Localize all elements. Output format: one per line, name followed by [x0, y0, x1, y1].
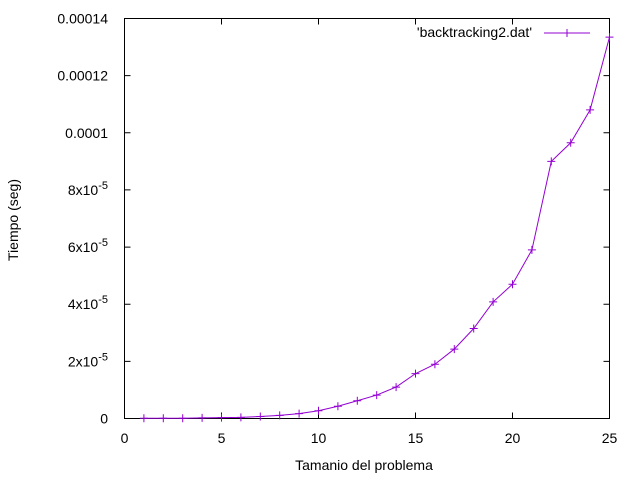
x-tick-label: 0: [121, 430, 129, 446]
y-tick-label: 0.0001: [65, 125, 108, 141]
data-point-marker: [236, 413, 245, 422]
data-point-marker: [353, 396, 362, 405]
y-tick-label: 0: [100, 411, 108, 427]
y-tick-label: 0.00014: [57, 11, 108, 27]
data-point-marker: [392, 383, 401, 392]
legend-series-label: 'backtracking2.dat': [417, 24, 532, 40]
data-point-marker: [159, 414, 168, 423]
x-tick-label: 5: [218, 430, 226, 446]
data-point-marker: [547, 157, 556, 166]
x-axis-ticks: 0 5 10 15 20 25: [121, 18, 618, 446]
y-tick-label: 4x10-5: [68, 294, 108, 312]
y-axis-ticks: 0 2x10-5 4x10-5 6x10-5 8x10-5 0.0001 0.00012 0.…: [57, 11, 610, 427]
data-point-marker: [411, 369, 420, 378]
legend: 'backtracking2.dat': [417, 24, 590, 40]
x-tick-label: 10: [311, 430, 327, 446]
x-tick-label: 25: [602, 430, 618, 446]
data-point-marker: [450, 345, 459, 354]
data-point-marker: [566, 138, 575, 147]
series-line: [143, 36, 610, 419]
y-axis-title: Tiempo (seg): [5, 179, 21, 261]
data-point-marker: [605, 33, 614, 42]
x-tick-label: 20: [505, 430, 521, 446]
data-point-marker: [314, 406, 323, 415]
data-point-marker: [275, 411, 284, 420]
series-layer: [139, 33, 614, 423]
plot-frame: [124, 18, 610, 419]
y-tick-label: 0.00012: [57, 68, 108, 84]
data-point-marker: [469, 324, 478, 333]
y-tick-label: 2x10-5: [68, 351, 108, 369]
data-point-marker: [489, 297, 498, 306]
y-tick-label: 6x10-5: [68, 237, 108, 255]
x-tick-label: 15: [408, 430, 424, 446]
data-point-marker: [178, 414, 187, 423]
data-point-marker: [527, 245, 536, 254]
data-point-marker: [430, 360, 439, 369]
legend-series-marker: [563, 29, 571, 37]
data-point-marker: [295, 409, 304, 418]
data-point-marker: [256, 412, 265, 421]
data-point-marker: [217, 413, 226, 422]
data-point-marker: [372, 391, 381, 400]
x-axis-title: Tamanio del problema: [295, 457, 433, 473]
data-point-marker: [139, 414, 148, 423]
data-point-marker: [333, 402, 342, 411]
data-point-marker: [198, 413, 207, 422]
y-tick-label: 8x10-5: [68, 180, 108, 198]
data-point-marker: [508, 280, 517, 289]
data-point-marker: [586, 105, 595, 114]
